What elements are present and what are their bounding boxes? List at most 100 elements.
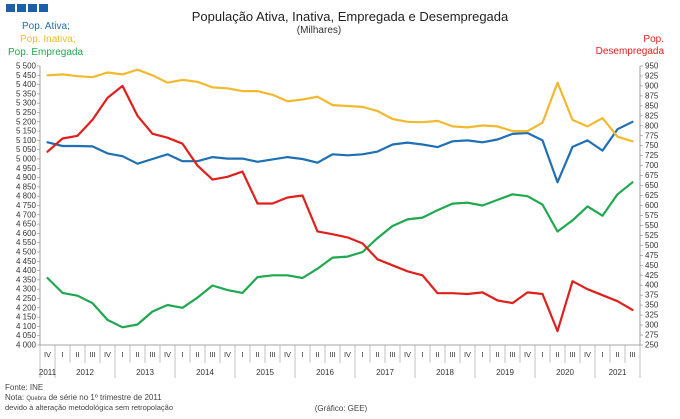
right-tick-label: 700 bbox=[645, 161, 659, 170]
left-tick-label: 4 800 bbox=[16, 192, 37, 201]
quarter-label: IV bbox=[584, 350, 591, 359]
break-note-rest: de série no 1º trimestre de 2011 bbox=[46, 393, 162, 402]
quarter-label: III bbox=[89, 350, 95, 359]
left-tick-label: 4 900 bbox=[16, 173, 37, 182]
left-tick-label: 4 450 bbox=[16, 257, 37, 266]
year-label: 2016 bbox=[316, 368, 334, 377]
quarter-label: IV bbox=[164, 350, 171, 359]
series-pop-empregadaline bbox=[46, 181, 634, 329]
quarter-label: II bbox=[495, 350, 499, 359]
chart-title: População Ativa, Inativa, Empregada e De… bbox=[192, 9, 509, 24]
right-tick-label: 750 bbox=[645, 141, 659, 150]
left-tick-label: 4 700 bbox=[16, 210, 37, 219]
break-note-prefix: Nota: bbox=[5, 393, 26, 402]
legend-pop-ativa: Pop. Ativa; bbox=[22, 21, 70, 32]
right-tick-label: 250 bbox=[645, 341, 659, 350]
right-tick-label: 575 bbox=[645, 211, 659, 220]
right-tick-label: 325 bbox=[645, 311, 659, 320]
left-tick-label: 4 650 bbox=[16, 220, 37, 229]
right-tick-label: 450 bbox=[645, 261, 659, 270]
right-tick-label: 625 bbox=[645, 191, 659, 200]
right-tick-label: 550 bbox=[645, 221, 659, 230]
right-tick-label: 275 bbox=[645, 331, 659, 340]
quarter-label: II bbox=[555, 350, 559, 359]
break-note-small: Quebra bbox=[26, 396, 47, 402]
right-tick-label: 500 bbox=[645, 241, 659, 250]
series-pop-inativaline bbox=[46, 68, 634, 143]
right-tick-label: 425 bbox=[645, 271, 659, 280]
quarter-label: IV bbox=[464, 350, 471, 359]
right-tick-label: 950 bbox=[645, 62, 659, 71]
right-tick-label: 800 bbox=[645, 121, 659, 130]
series-pop-desempregadaline bbox=[46, 84, 634, 333]
left-tick-label: 5 450 bbox=[16, 71, 37, 80]
quarter-label: I bbox=[601, 350, 603, 359]
series-layer bbox=[46, 68, 634, 333]
right-tick-label: 675 bbox=[645, 171, 659, 180]
right-tick-label: 375 bbox=[645, 291, 659, 300]
chart-subtitle: (Milhares) bbox=[297, 25, 341, 36]
quarter-label: I bbox=[121, 350, 123, 359]
left-tick-label: 5 050 bbox=[16, 145, 37, 154]
year-label: 2021 bbox=[609, 368, 627, 377]
right-tick-label: 825 bbox=[645, 111, 659, 120]
left-tick-label: 4 550 bbox=[16, 238, 37, 247]
left-tick-label: 4 950 bbox=[16, 164, 37, 173]
legend-pop-desempregada-1: Pop. bbox=[643, 34, 664, 45]
quarter-label: III bbox=[389, 350, 395, 359]
quarter-label: II bbox=[75, 350, 79, 359]
quarter-label: I bbox=[541, 350, 543, 359]
quarter-label: IV bbox=[224, 350, 231, 359]
quarter-label: IV bbox=[44, 350, 51, 359]
right-tick-label: 300 bbox=[645, 321, 659, 330]
left-tick-label: 4 500 bbox=[16, 248, 37, 257]
quarter-label: III bbox=[629, 350, 635, 359]
left-tick-label: 5 200 bbox=[16, 117, 37, 126]
left-tick-label: 5 150 bbox=[16, 127, 37, 136]
quarter-label: II bbox=[435, 350, 439, 359]
year-label: 2014 bbox=[196, 368, 214, 377]
right-tick-label: 525 bbox=[645, 231, 659, 240]
quarter-label: II bbox=[135, 350, 139, 359]
quarter-label: III bbox=[329, 350, 335, 359]
left-tick-label: 4 100 bbox=[16, 322, 37, 331]
right-tick-label: 850 bbox=[645, 101, 659, 110]
quarter-label: II bbox=[375, 350, 379, 359]
quarter-label: I bbox=[301, 350, 303, 359]
right-tick-label: 600 bbox=[645, 201, 659, 210]
legend-pop-desempregada-2: Desempregada bbox=[596, 46, 665, 57]
left-tick-label: 5 250 bbox=[16, 108, 37, 117]
left-tick-label: 4 150 bbox=[16, 313, 37, 322]
quarter-label: I bbox=[421, 350, 423, 359]
right-tick-label: 725 bbox=[645, 151, 659, 160]
quarter-label: II bbox=[255, 350, 259, 359]
right-tick-label: 350 bbox=[645, 301, 659, 310]
right-axis: 2502753003253503754004254504755005255505… bbox=[639, 62, 659, 350]
left-tick-label: 5 400 bbox=[16, 80, 37, 89]
year-label: 2013 bbox=[136, 368, 154, 377]
quarter-label: IV bbox=[104, 350, 111, 359]
chart-credit: (Gráfico: GEE) bbox=[315, 404, 368, 413]
left-tick-label: 4 850 bbox=[16, 182, 37, 191]
quarter-label: I bbox=[481, 350, 483, 359]
quarter-label: IV bbox=[524, 350, 531, 359]
year-label: 2017 bbox=[376, 368, 394, 377]
quarter-label: III bbox=[149, 350, 155, 359]
right-tick-label: 900 bbox=[645, 81, 659, 90]
left-tick-label: 5 300 bbox=[16, 99, 37, 108]
left-tick-label: 4 050 bbox=[16, 331, 37, 340]
right-tick-label: 400 bbox=[645, 281, 659, 290]
left-tick-label: 4 000 bbox=[16, 341, 37, 350]
quarter-label: I bbox=[361, 350, 363, 359]
legend-pop-inativa: Pop. Inativa; bbox=[20, 34, 76, 45]
left-tick-label: 4 750 bbox=[16, 201, 37, 210]
left-tick-label: 4 600 bbox=[16, 229, 37, 238]
left-tick-label: 4 350 bbox=[16, 275, 37, 284]
quarter-label: III bbox=[569, 350, 575, 359]
year-label: 2011 bbox=[39, 368, 57, 377]
year-label: 2019 bbox=[496, 368, 514, 377]
quarter-label: II bbox=[315, 350, 319, 359]
quarter-label: II bbox=[615, 350, 619, 359]
quarter-label: III bbox=[209, 350, 215, 359]
